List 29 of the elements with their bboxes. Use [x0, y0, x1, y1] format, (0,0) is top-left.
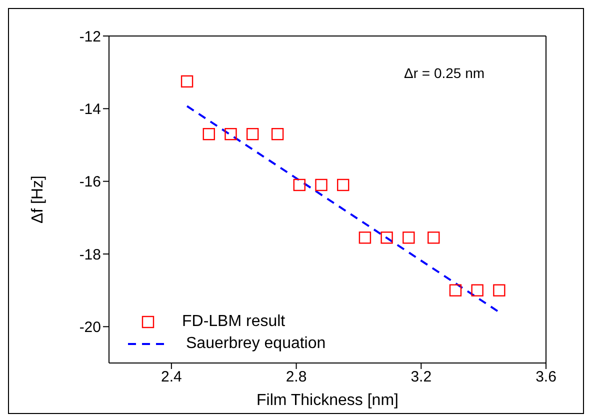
point [224, 128, 237, 140]
x-tick-label: 2.8 [286, 368, 307, 386]
annotation: Δr = 0.25 nm [404, 65, 485, 81]
legend-label: FD-LBM result [182, 313, 286, 331]
point [271, 128, 284, 140]
point [449, 284, 462, 296]
y-tick-label: -20 [79, 318, 101, 336]
x-tick-label: 3.6 [536, 368, 556, 386]
point [493, 284, 506, 296]
point [180, 75, 194, 88]
point [471, 284, 484, 296]
point [380, 232, 393, 244]
point [428, 232, 440, 244]
point [337, 178, 350, 192]
y-tick-label: -12 [79, 28, 101, 46]
point [202, 128, 215, 140]
legend-label: Sauerbrey equation [186, 335, 326, 353]
point [358, 232, 372, 244]
x-tick-label: 2.4 [161, 368, 182, 386]
y-tick-label: -14 [79, 100, 101, 118]
x-tick-label: 3.2 [410, 368, 432, 386]
point [293, 178, 306, 192]
y-axis-title: Δf [Hz] [30, 175, 47, 224]
point [402, 232, 415, 244]
y-tick-label: -18 [79, 246, 101, 264]
x-axis-title: Film Thickness [nm] [256, 392, 398, 409]
point [315, 178, 328, 192]
y-tick-label: -16 [79, 174, 101, 191]
point [246, 128, 259, 140]
